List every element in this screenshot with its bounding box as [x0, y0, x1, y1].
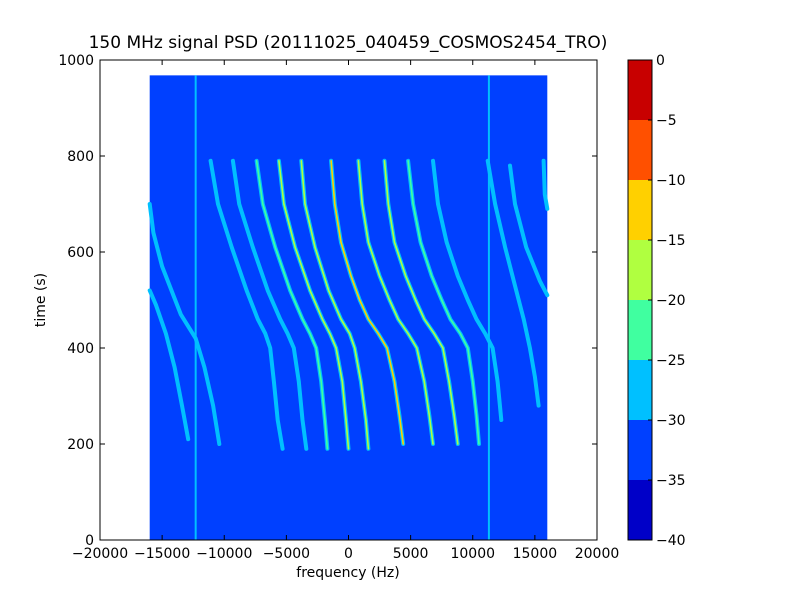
- colorbar-tick-label: −30: [656, 413, 686, 429]
- y-tick-label: 200: [67, 437, 94, 453]
- colorbar-band: [628, 120, 652, 180]
- colorbar-band: [628, 180, 652, 240]
- trace-pos4: [432, 160, 503, 421]
- y-axis-label: time (s): [33, 273, 49, 327]
- x-tick-label: −15000: [134, 546, 190, 562]
- trace-pos5: [486, 160, 540, 407]
- x-tick-label: −5000: [263, 546, 310, 562]
- trace-neg5: [209, 160, 284, 450]
- x-tick-label: 15000: [513, 546, 558, 562]
- trace-pos3: [407, 160, 480, 445]
- colorbar-band: [628, 60, 652, 120]
- x-tick-label: 0: [344, 546, 353, 562]
- colorbar-tick-label: −20: [656, 293, 686, 309]
- trace-neg2: [278, 160, 350, 450]
- x-tick-label: −20000: [72, 546, 128, 562]
- colorbar-axis: 0 −5 −10 −15 −20 −25 −30 −35 −40: [648, 53, 686, 549]
- colorbar-tick-label: −10: [656, 173, 686, 189]
- trace-main: [330, 160, 405, 445]
- y-axis: 0 200 400 600 800 1000: [58, 53, 597, 549]
- colorbar: [627, 59, 653, 541]
- trace-pos6: [509, 164, 549, 297]
- colorbar-tick-label: −25: [656, 353, 686, 369]
- heatmap-background: [149, 75, 548, 541]
- colorbar-tick-label: −15: [656, 233, 686, 249]
- x-tick-label: 5000: [393, 546, 429, 562]
- y-tick-label: 1000: [58, 53, 94, 69]
- y-tick-label: 400: [67, 341, 94, 357]
- colorbar-band: [628, 360, 652, 420]
- x-tick-label: −10000: [196, 546, 252, 562]
- chart-title: 150 MHz signal PSD (20111025_040459_COSM…: [89, 33, 608, 53]
- x-tick-label: 20000: [575, 546, 620, 562]
- colorbar-band: [628, 480, 652, 540]
- trace-pos1: [357, 160, 434, 445]
- trace-left1: [148, 203, 221, 445]
- y-tick-label: 0: [85, 533, 94, 549]
- trace-neg4: [232, 160, 308, 450]
- x-axis: −20000 −15000 −10000 −5000 0 5000 10000 15000 20…: [72, 60, 619, 562]
- colorbar-band: [628, 240, 652, 300]
- y-tick-label: 800: [67, 149, 94, 165]
- colorbar-tick-label: −5: [656, 113, 677, 129]
- colorbar-band: [628, 300, 652, 360]
- trace-neg1: [300, 160, 370, 450]
- colorbar-tick-label: −35: [656, 473, 686, 489]
- x-axis-label: frequency (Hz): [296, 565, 399, 581]
- trace-pos7: [542, 160, 549, 210]
- colorbar-tick-label: −40: [656, 533, 686, 549]
- x-tick-label: 10000: [450, 546, 495, 562]
- colorbar-band: [628, 420, 652, 480]
- plot-area: [147, 75, 550, 541]
- trace-neg3: [255, 160, 329, 450]
- trace-left2: [148, 289, 189, 441]
- y-tick-label: 600: [67, 245, 94, 261]
- trace-pos2: [383, 160, 459, 445]
- colorbar-tick-label: 0: [656, 53, 665, 69]
